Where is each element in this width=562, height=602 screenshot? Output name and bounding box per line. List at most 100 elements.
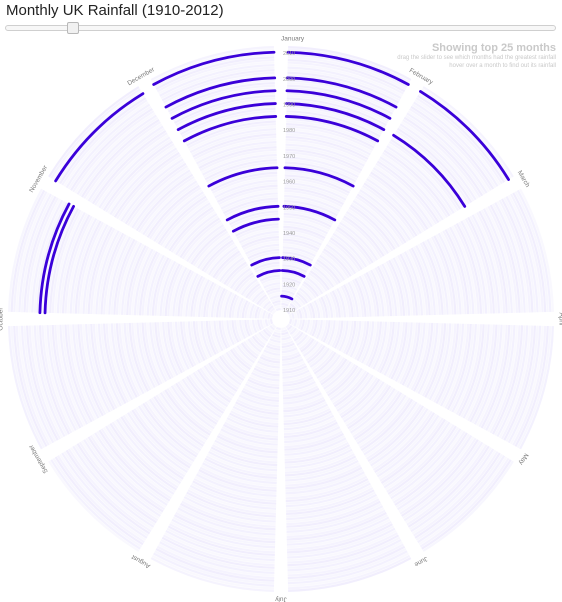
month-year-arc[interactable] [182, 498, 276, 526]
month-year-arc[interactable] [258, 296, 269, 307]
month-year-arc[interactable] [140, 178, 196, 234]
month-year-arc[interactable] [507, 325, 542, 444]
month-year-arc[interactable] [56, 94, 145, 183]
month-year-arc[interactable] [336, 226, 374, 264]
month-year-arc[interactable] [246, 319, 253, 336]
month-year-arc[interactable] [286, 487, 374, 513]
month-year-arc[interactable] [203, 460, 277, 482]
month-year-arc[interactable] [241, 236, 279, 248]
month-year-arc[interactable] [387, 425, 457, 495]
month-year-arc[interactable] [287, 63, 403, 97]
month-year-arc[interactable] [218, 432, 278, 451]
month-year-arc[interactable] [51, 209, 82, 314]
month-year-arc[interactable] [362, 184, 416, 238]
month-year-arc[interactable] [50, 459, 141, 550]
month-year-arc[interactable] [218, 289, 229, 318]
month-year-arc[interactable] [284, 441, 349, 462]
month-year-arc[interactable] [282, 264, 308, 273]
month-year-arc[interactable] [205, 320, 217, 355]
month-year-arc[interactable] [351, 389, 398, 436]
month-year-arc[interactable] [320, 252, 348, 280]
month-year-arc[interactable] [48, 86, 140, 178]
month-year-arc[interactable] [371, 409, 431, 469]
month-year-arc[interactable] [283, 408, 331, 423]
month-year-arc[interactable] [227, 350, 250, 373]
month-year-arc[interactable] [285, 323, 291, 329]
month-year-arc[interactable] [390, 428, 462, 500]
month-year-arc[interactable] [320, 320, 329, 342]
month-year-arc[interactable] [92, 229, 118, 315]
month-year-arc[interactable] [72, 110, 155, 193]
month-year-arc[interactable] [409, 447, 492, 530]
month-year-arc[interactable] [442, 323, 467, 408]
month-year-arc[interactable] [79, 223, 107, 314]
month-year-arc[interactable] [286, 105, 384, 133]
month-year-arc[interactable] [200, 321, 213, 358]
month-year-arc[interactable] [383, 262, 400, 316]
month-year-arc[interactable] [281, 305, 288, 309]
month-year-arc[interactable] [111, 149, 179, 217]
month-year-arc[interactable] [59, 324, 89, 425]
month-year-arc[interactable] [269, 313, 274, 319]
month-year-arc[interactable] [394, 432, 468, 506]
month-year-arc[interactable] [33, 200, 66, 313]
month-year-arc[interactable] [286, 112, 380, 140]
month-year-arc[interactable] [209, 448, 278, 469]
month-year-arc[interactable] [297, 335, 311, 349]
month-year-arc[interactable] [307, 345, 326, 364]
month-year-arc[interactable] [368, 406, 427, 465]
month-year-arc[interactable] [146, 254, 165, 316]
month-year-arc[interactable] [421, 88, 512, 179]
month-year-arc[interactable] [52, 457, 143, 548]
month-year-arc[interactable] [249, 374, 280, 385]
month-year-arc[interactable] [403, 116, 484, 197]
month-year-arc[interactable] [264, 347, 281, 354]
month-year-arc[interactable] [374, 164, 436, 226]
month-year-arc[interactable] [240, 278, 258, 296]
highlighted-month-arc[interactable] [164, 76, 277, 109]
month-year-arc[interactable] [225, 202, 279, 219]
month-year-arc[interactable] [41, 325, 73, 434]
month-year-arc[interactable] [338, 320, 349, 352]
month-year-arc[interactable] [203, 281, 215, 318]
month-year-arc[interactable] [167, 321, 183, 374]
month-year-arc[interactable] [342, 380, 383, 421]
month-year-arc[interactable] [70, 108, 153, 191]
month-year-arc[interactable] [249, 319, 256, 335]
month-year-arc[interactable] [287, 71, 400, 104]
month-year-arc[interactable] [180, 107, 276, 136]
month-year-arc[interactable] [510, 193, 544, 313]
month-year-arc[interactable] [131, 247, 152, 316]
month-year-arc[interactable] [236, 320, 244, 341]
month-year-arc[interactable] [284, 179, 348, 199]
month-year-arc[interactable] [89, 435, 165, 511]
month-year-arc[interactable] [370, 269, 385, 317]
month-year-arc[interactable] [244, 319, 251, 337]
month-year-arc[interactable] [415, 323, 436, 393]
month-year-arc[interactable] [287, 84, 393, 115]
month-year-arc[interactable] [187, 489, 276, 515]
month-year-arc[interactable] [166, 527, 275, 559]
month-year-arc[interactable] [148, 186, 202, 240]
month-year-arc[interactable] [285, 460, 359, 482]
month-year-arc[interactable] [264, 311, 269, 319]
month-year-arc[interactable] [146, 400, 200, 454]
month-year-arc[interactable] [238, 230, 279, 244]
month-year-arc[interactable] [282, 365, 308, 374]
month-year-arc[interactable] [287, 81, 395, 113]
month-year-arc[interactable] [401, 322, 421, 386]
month-year-arc[interactable] [151, 257, 170, 316]
month-year-arc[interactable] [136, 249, 156, 316]
month-year-arc[interactable] [388, 322, 406, 379]
month-year-arc[interactable] [360, 398, 414, 452]
month-year-arc[interactable] [419, 323, 442, 396]
month-year-arc[interactable] [236, 274, 255, 293]
month-year-arc[interactable] [309, 270, 330, 291]
month-year-arc[interactable] [435, 234, 459, 315]
month-year-arc[interactable] [138, 251, 159, 316]
slider-track[interactable] [5, 25, 556, 31]
month-year-arc[interactable] [188, 226, 226, 264]
month-year-arc[interactable] [282, 369, 310, 379]
month-year-arc[interactable] [105, 425, 175, 495]
month-year-arc[interactable] [283, 202, 337, 219]
